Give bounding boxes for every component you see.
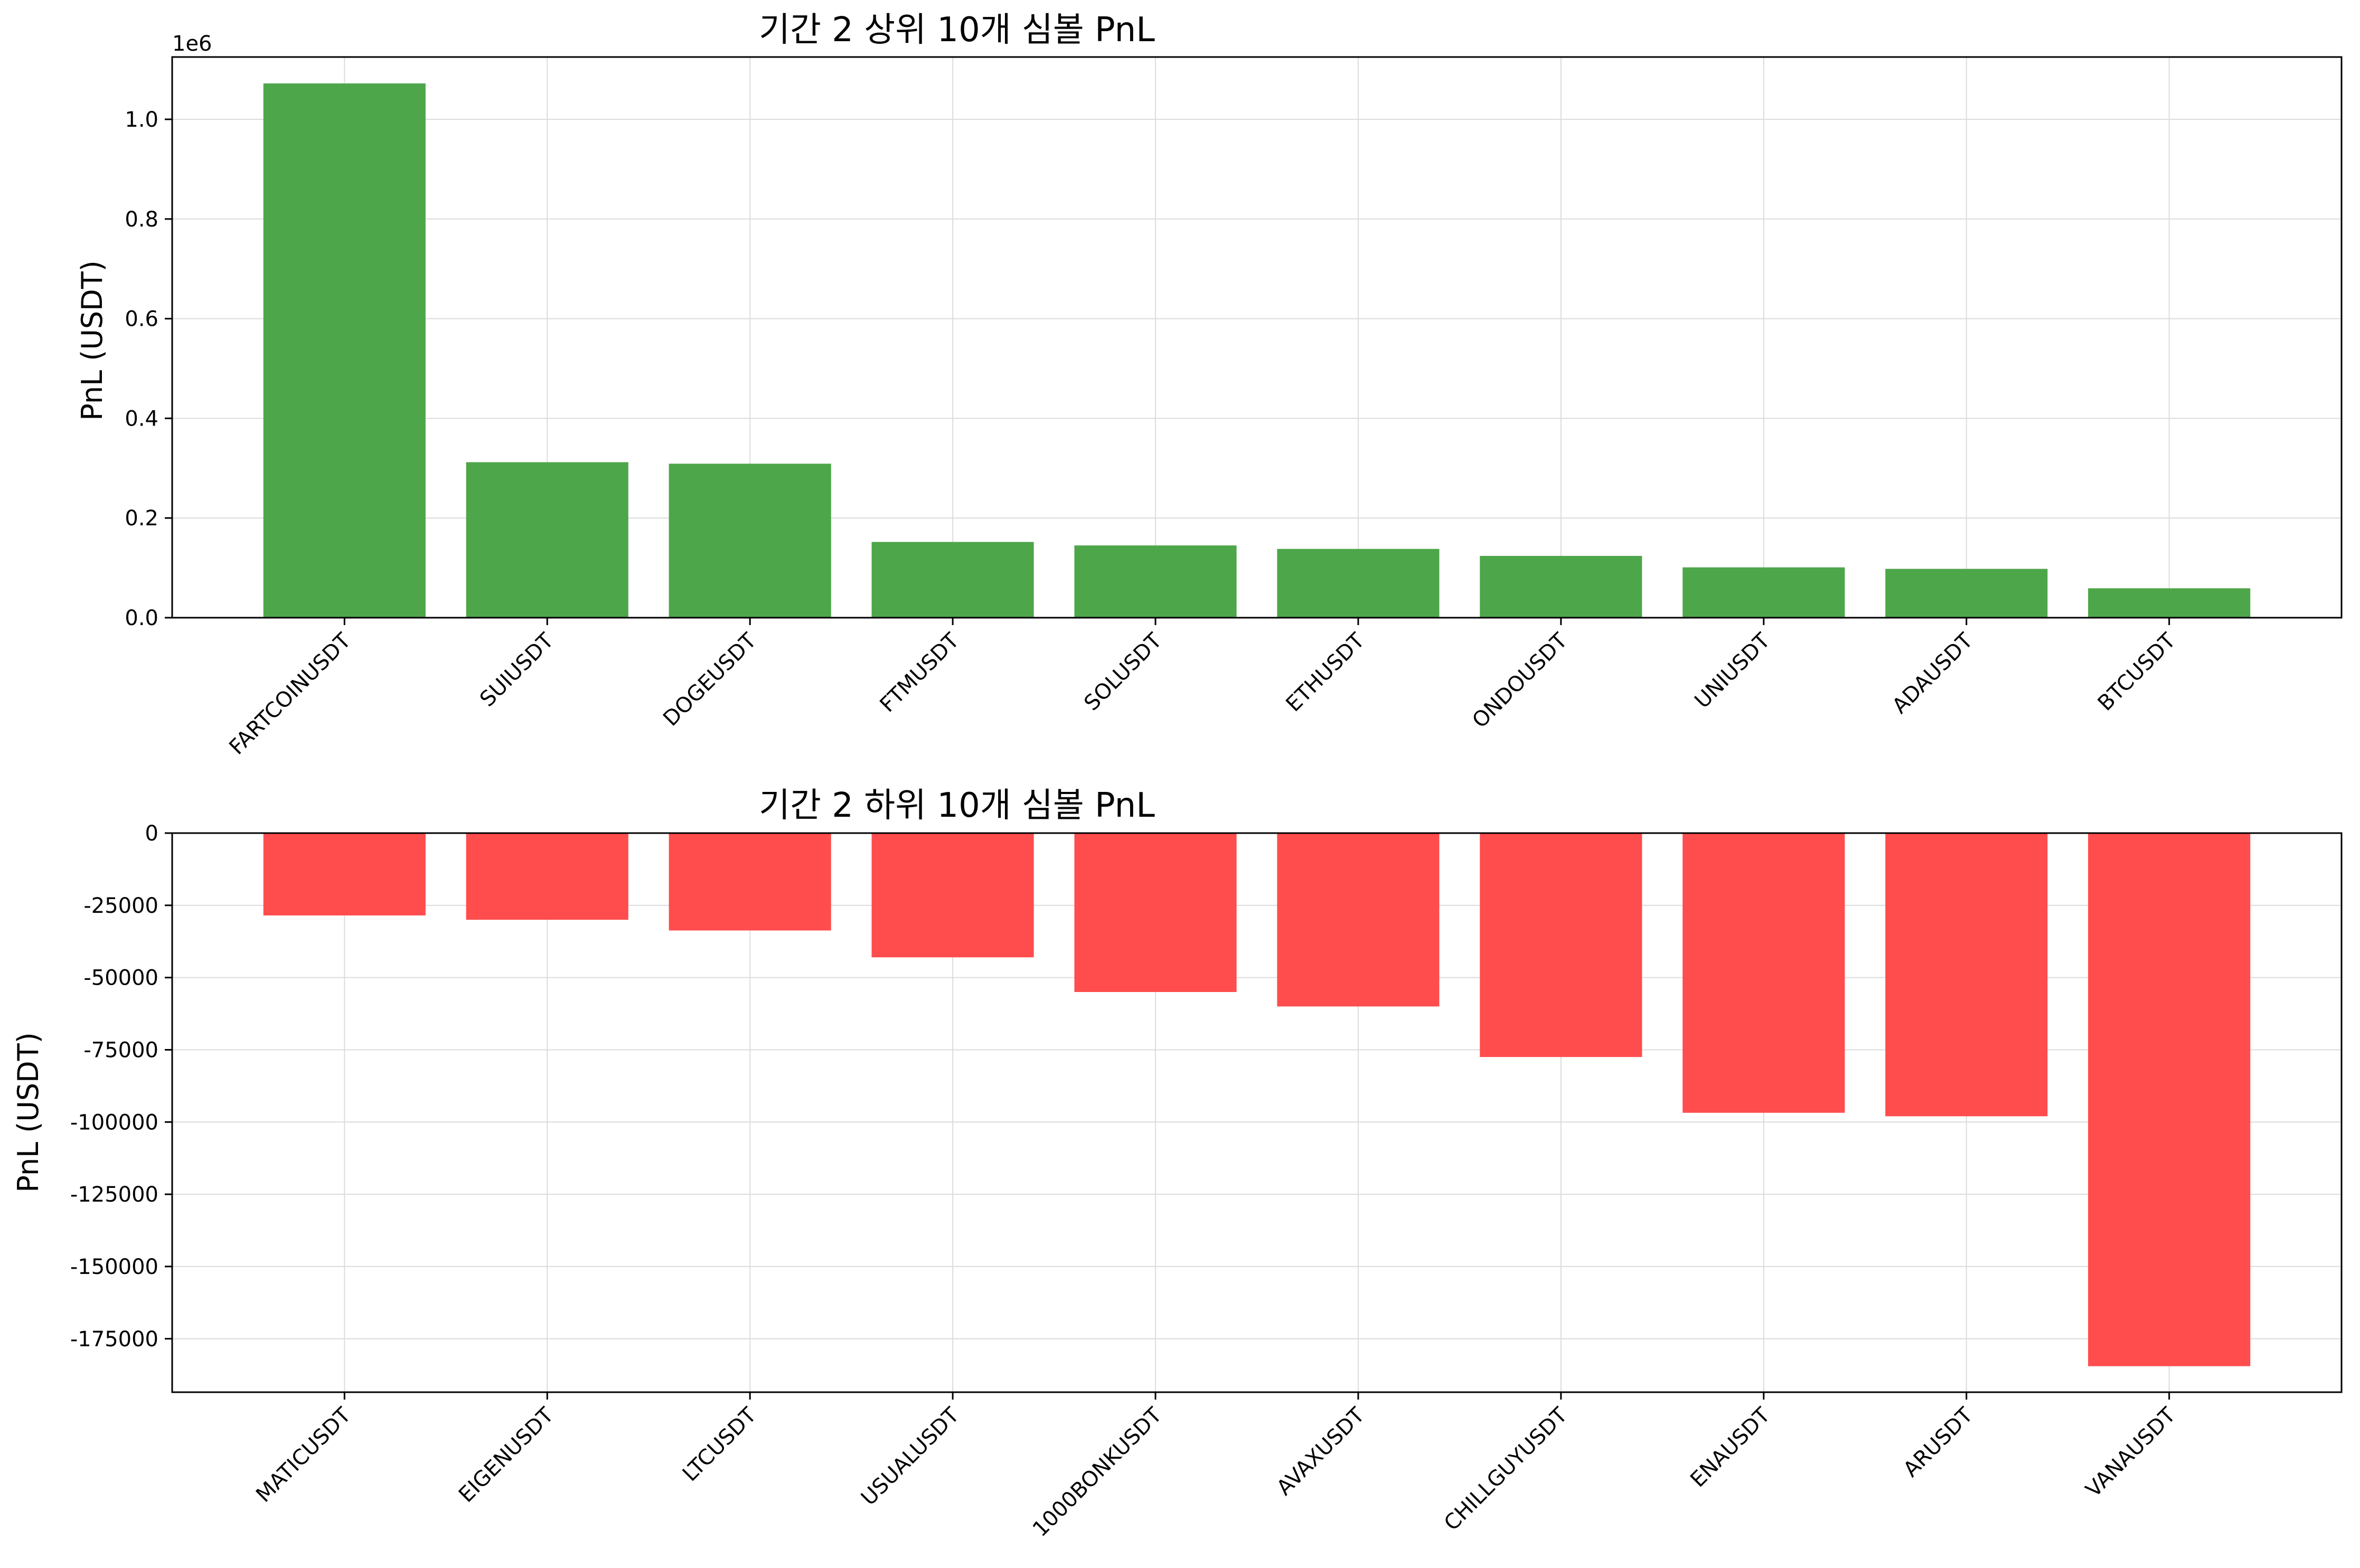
chart-title: 기간 2 상위 10개 심볼 PnL bbox=[759, 11, 1155, 50]
y-axis-label: PnL (USDT) bbox=[12, 1032, 45, 1193]
bars bbox=[263, 833, 2251, 1366]
y-tick-label: -75000 bbox=[83, 1038, 158, 1062]
bar bbox=[1074, 545, 1237, 618]
y-tick-label: 0 bbox=[145, 821, 158, 846]
bar bbox=[1885, 833, 2048, 1117]
y-tick-label: 0.4 bbox=[125, 407, 158, 431]
bar bbox=[263, 83, 426, 618]
bar bbox=[1682, 833, 1845, 1113]
bar bbox=[1277, 549, 1440, 618]
bar bbox=[871, 542, 1034, 618]
y-tick-label: -25000 bbox=[83, 894, 158, 918]
y-offset-label: 1e6 bbox=[172, 32, 212, 56]
y-tick-label: 1.0 bbox=[125, 108, 158, 132]
plot-frame bbox=[171, 56, 2343, 619]
plot-frame bbox=[171, 832, 2343, 1393]
y-tick-label: -100000 bbox=[70, 1110, 158, 1135]
bars bbox=[263, 83, 2251, 618]
y-tick-label: -150000 bbox=[70, 1255, 158, 1279]
bar bbox=[1074, 833, 1237, 993]
chart-title: 기간 2 하위 10개 심볼 PnL bbox=[759, 786, 1155, 825]
bar bbox=[2088, 588, 2251, 618]
y-tick-label: 0.2 bbox=[125, 506, 158, 531]
bar bbox=[1480, 833, 1642, 1057]
y-axis-label: PnL (USDT) bbox=[76, 260, 109, 421]
bar bbox=[2088, 833, 2251, 1366]
y-tick-label: -125000 bbox=[70, 1183, 158, 1207]
bar bbox=[1885, 569, 2048, 618]
bar bbox=[871, 833, 1034, 958]
bar bbox=[1480, 555, 1642, 618]
y-tick-label: 0.6 bbox=[125, 307, 158, 332]
y-tick-label: -175000 bbox=[70, 1327, 158, 1352]
bar bbox=[466, 833, 628, 920]
y-tick-label: 0.8 bbox=[125, 207, 158, 232]
bar bbox=[1682, 567, 1845, 618]
bar bbox=[669, 464, 831, 618]
bar bbox=[466, 462, 628, 618]
bar bbox=[669, 833, 831, 931]
bar bbox=[1277, 833, 1440, 1007]
bar bbox=[263, 833, 426, 915]
y-tick-label: 0.0 bbox=[125, 606, 158, 630]
y-tick-label: -50000 bbox=[83, 966, 158, 990]
